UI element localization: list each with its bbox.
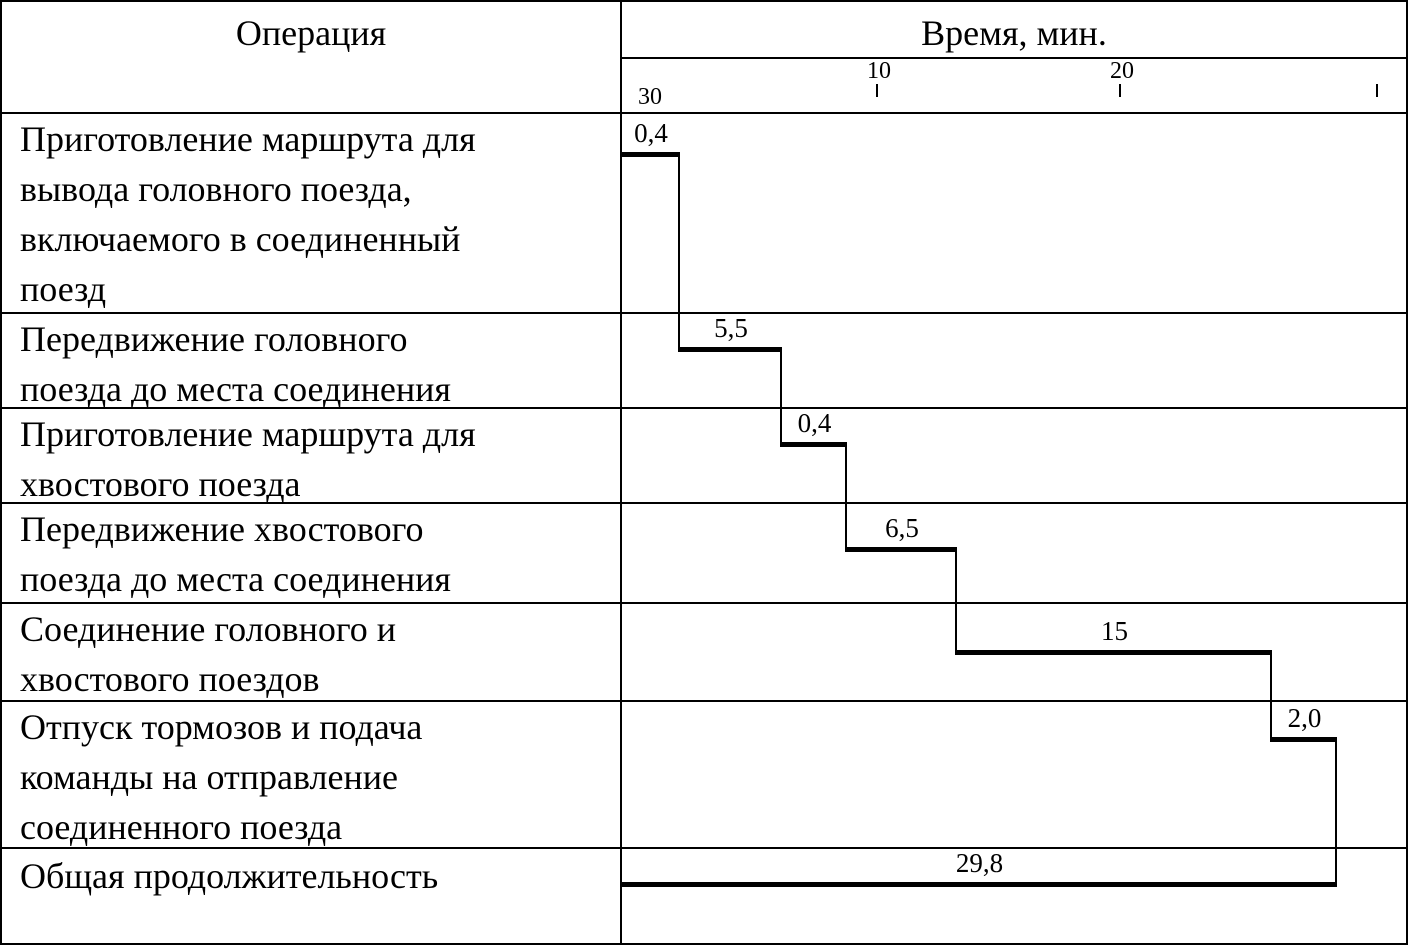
row-divider [2, 312, 1406, 314]
gantt-bar-value: 2,0 [1287, 703, 1322, 733]
gantt-bar-value: 6,5 [885, 513, 919, 543]
gantt-bar [1272, 737, 1337, 742]
tick-mark-20 [1119, 84, 1121, 97]
column-divider [620, 2, 622, 943]
gantt-bar [680, 347, 782, 352]
gantt-connector [780, 347, 782, 447]
operation-label: Передвижение головного поезда до места с… [20, 319, 451, 409]
row-divider [2, 502, 1406, 504]
gantt-connector [1270, 650, 1272, 742]
gantt-bar [782, 442, 847, 447]
gantt-bar-value: 15 [1101, 616, 1128, 646]
operation-label: Соединение головного и хвостового поездо… [20, 609, 397, 699]
row-divider [2, 602, 1406, 604]
operation-label: Общая продолжительность [20, 856, 439, 896]
gantt-connector [955, 547, 957, 655]
tick-label-20: 20 [1110, 58, 1134, 84]
row-divider [2, 847, 1406, 849]
operation-column-header: Операция [235, 13, 387, 53]
gantt-bar-value: 0,4 [634, 118, 668, 148]
operation-label: Отпуск тормозов и подача команды на отпр… [20, 707, 423, 847]
gantt-bar-value: 29,8 [955, 848, 1004, 878]
time-column-header: Время, мин. [921, 13, 1107, 53]
gantt-bar-value: 5,5 [714, 313, 748, 343]
tick-label-10: 10 [867, 58, 891, 84]
gantt-bar [847, 547, 957, 552]
axis-label-30: 30 [638, 84, 662, 110]
gantt-connector [845, 442, 847, 552]
operation-label: Приготовление маршрута для хвостового по… [20, 414, 476, 504]
gantt-bar-value: 0,4 [797, 408, 832, 438]
gantt-bar [957, 650, 1272, 655]
axis-underline [620, 57, 1406, 59]
gantt-connector [1335, 737, 1337, 887]
tick-mark-30 [1376, 84, 1378, 97]
row-divider [2, 112, 1406, 114]
gantt-bar [622, 152, 680, 157]
operation-label: Приготовление маршрута для вывода головн… [20, 119, 476, 309]
tick-mark-10 [876, 84, 878, 97]
row-divider [2, 700, 1406, 702]
row-divider [2, 407, 1406, 409]
operation-label: Передвижение хвостового поезда до места … [20, 509, 451, 599]
gantt-bar [622, 882, 1337, 887]
gantt-connector [678, 152, 680, 352]
